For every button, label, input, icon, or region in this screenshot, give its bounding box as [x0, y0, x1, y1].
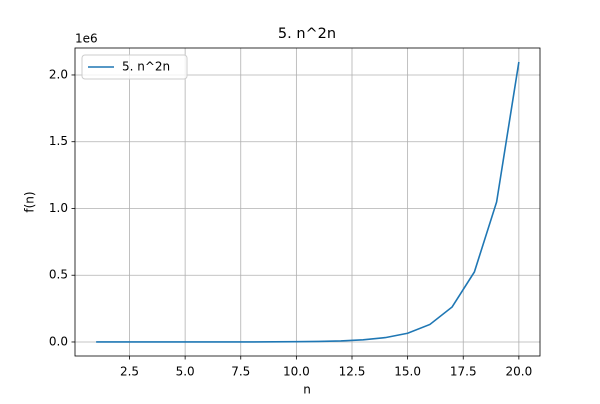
x-tick-label: 12.5 — [339, 365, 366, 379]
chart-title: 5. n^2n — [278, 26, 336, 42]
legend-box — [81, 54, 188, 80]
x-axis-label: n — [303, 383, 311, 397]
x-tick-label: 15.0 — [394, 365, 421, 379]
y-tick-label: 0.0 — [49, 334, 68, 348]
y-tick-label: 0.5 — [49, 268, 68, 282]
x-tick-label: 20.0 — [506, 365, 533, 379]
plot-frame — [74, 47, 541, 357]
y-tick-label: 1.5 — [49, 134, 68, 148]
legend-label: 5. n^2n — [122, 60, 170, 74]
x-tick-label: 5.0 — [176, 365, 195, 379]
y-tick-label: 2.0 — [49, 67, 68, 81]
x-tick-label: 17.5 — [450, 365, 477, 379]
y-offset-label: 1e6 — [75, 32, 98, 46]
y-tick-label: 1.0 — [49, 201, 68, 215]
x-tick-label: 2.5 — [120, 365, 139, 379]
x-tick-label: 10.0 — [283, 365, 310, 379]
x-tick-label: 7.5 — [231, 365, 250, 379]
series-line — [96, 61, 520, 343]
y-axis-label: f(n) — [23, 191, 37, 212]
